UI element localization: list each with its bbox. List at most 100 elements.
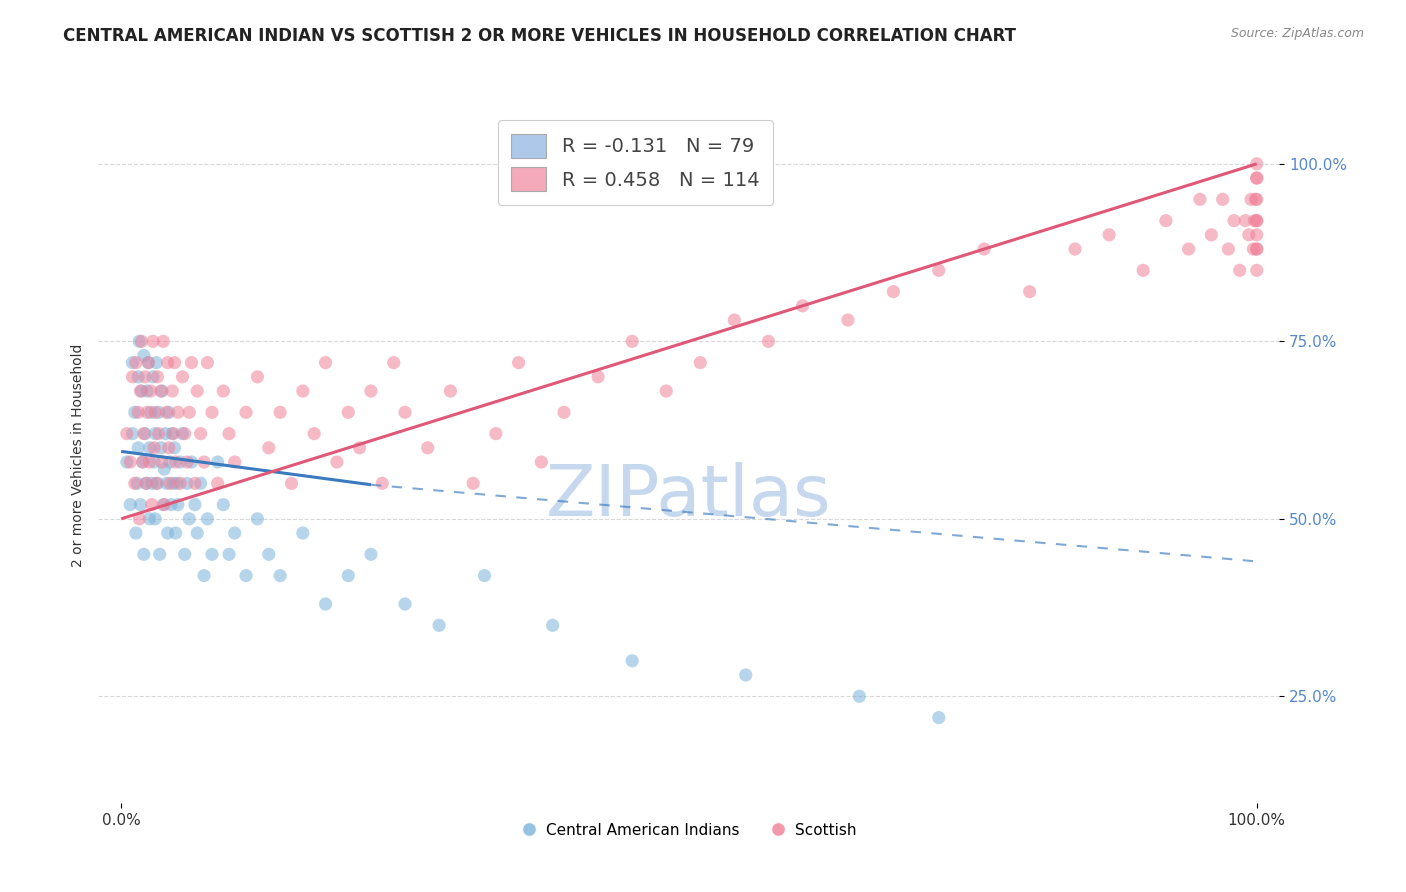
Point — [120, 498, 142, 512]
Point — [125, 476, 148, 491]
Point — [121, 356, 143, 370]
Point — [132, 426, 155, 441]
Point — [1246, 171, 1268, 186]
Point — [176, 476, 198, 491]
Point — [207, 455, 229, 469]
Point — [153, 462, 176, 476]
Point — [132, 455, 155, 469]
Point — [848, 690, 870, 704]
Point — [138, 512, 160, 526]
Point — [190, 426, 212, 441]
Point — [235, 568, 257, 582]
Point — [160, 498, 183, 512]
Point — [360, 547, 382, 561]
Point — [149, 384, 172, 398]
Point — [207, 476, 229, 491]
Point — [143, 405, 166, 419]
Text: ZIPatlas: ZIPatlas — [546, 462, 832, 531]
Point — [439, 384, 461, 398]
Point — [180, 356, 202, 370]
Point — [141, 476, 163, 491]
Point — [142, 369, 165, 384]
Point — [1244, 192, 1267, 206]
Point — [463, 476, 485, 491]
Point — [172, 369, 194, 384]
Point — [146, 369, 169, 384]
Point — [176, 455, 198, 469]
Point — [928, 263, 950, 277]
Point — [197, 356, 219, 370]
Point — [1234, 213, 1257, 227]
Point — [132, 455, 155, 469]
Point — [155, 426, 177, 441]
Point — [291, 526, 314, 541]
Point — [159, 476, 181, 491]
Point — [186, 526, 208, 541]
Point — [138, 455, 160, 469]
Point — [167, 405, 190, 419]
Point — [138, 356, 160, 370]
Point — [1237, 227, 1260, 242]
Point — [143, 512, 166, 526]
Point — [143, 455, 166, 469]
Point — [155, 476, 177, 491]
Point — [139, 405, 162, 419]
Point — [758, 334, 780, 349]
Point — [138, 356, 160, 370]
Point — [201, 405, 224, 419]
Point — [315, 597, 337, 611]
Point — [201, 547, 224, 561]
Point — [1246, 192, 1268, 206]
Point — [162, 384, 183, 398]
Point — [179, 512, 201, 526]
Point — [394, 405, 416, 419]
Point — [218, 426, 240, 441]
Point — [337, 568, 360, 582]
Point — [973, 242, 995, 256]
Point — [125, 526, 148, 541]
Point — [485, 426, 508, 441]
Point — [156, 356, 179, 370]
Point — [167, 498, 190, 512]
Point — [148, 405, 170, 419]
Point — [337, 405, 360, 419]
Point — [131, 334, 153, 349]
Point — [184, 476, 207, 491]
Point — [132, 547, 155, 561]
Point — [135, 476, 157, 491]
Point — [1177, 242, 1199, 256]
Point — [163, 441, 186, 455]
Point — [173, 426, 195, 441]
Point — [162, 476, 184, 491]
Point — [1246, 242, 1268, 256]
Point — [530, 455, 553, 469]
Point — [141, 498, 163, 512]
Point — [1201, 227, 1223, 242]
Point — [257, 547, 280, 561]
Point — [315, 356, 337, 370]
Point — [163, 356, 186, 370]
Point — [224, 455, 246, 469]
Point — [280, 476, 302, 491]
Point — [1246, 263, 1268, 277]
Point — [128, 512, 150, 526]
Point — [193, 455, 215, 469]
Point — [121, 369, 143, 384]
Point — [124, 405, 146, 419]
Point — [257, 441, 280, 455]
Point — [1246, 242, 1268, 256]
Point — [427, 618, 450, 632]
Point — [135, 476, 157, 491]
Point — [1018, 285, 1040, 299]
Point — [269, 405, 291, 419]
Legend: Central American Indians, Scottish: Central American Indians, Scottish — [516, 817, 862, 844]
Y-axis label: 2 or more Vehicles in Household: 2 or more Vehicles in Household — [70, 343, 84, 566]
Point — [928, 710, 950, 724]
Point — [302, 426, 325, 441]
Point — [129, 384, 152, 398]
Point — [134, 426, 156, 441]
Point — [129, 498, 152, 512]
Point — [186, 384, 208, 398]
Point — [1241, 242, 1264, 256]
Point — [193, 568, 215, 582]
